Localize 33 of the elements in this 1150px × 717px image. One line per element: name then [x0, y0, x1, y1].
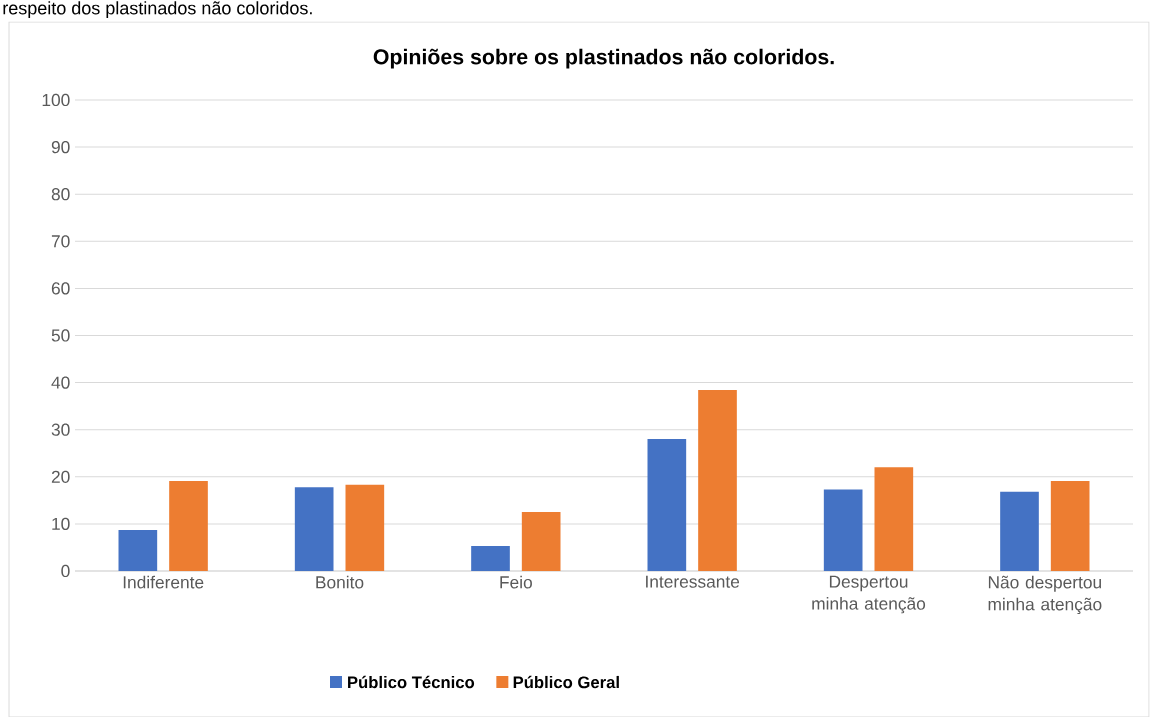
x-tick-label: Indiferente	[123, 575, 204, 589]
y-tick-label: 20	[51, 470, 70, 483]
legend-label: Público Técnico	[348, 675, 475, 688]
bar	[118, 529, 158, 571]
bar	[1000, 491, 1039, 571]
bar	[1050, 480, 1090, 571]
y-tick-label: 30	[51, 423, 70, 436]
x-tick-label: Despertou minha atenção	[812, 575, 926, 614]
y-tick-label: 0	[61, 564, 70, 577]
bar	[698, 389, 737, 571]
y-tick-label: 40	[51, 376, 70, 389]
y-tick-label: 100	[42, 93, 70, 106]
y-tick-label: 50	[51, 329, 70, 342]
bar	[521, 511, 561, 571]
y-tick-label: 70	[51, 234, 70, 248]
x-tick-label: Interessante	[646, 575, 740, 588]
y-tick-label: 90	[51, 140, 70, 153]
x-tick-label: Não despertou minha atenção	[988, 575, 1102, 614]
bar	[471, 545, 510, 571]
y-tick-label: 80	[51, 187, 70, 201]
bar	[169, 480, 208, 571]
bar	[874, 467, 914, 571]
chart-title: Opiniões sobre os plastinados não coloridos.	[373, 48, 834, 69]
text: respeito dos plastinados não coloridos.	[3, 1, 312, 18]
x-tick-label: Bonito	[316, 575, 364, 589]
legend-label: Público Geral	[513, 675, 619, 688]
bar	[294, 486, 334, 571]
y-tick-label: 10	[52, 517, 70, 530]
y-tick-label: 60	[51, 282, 70, 295]
bar	[647, 438, 687, 571]
bar	[823, 489, 863, 571]
bar	[345, 484, 385, 571]
x-tick-label: Feio	[500, 575, 532, 589]
